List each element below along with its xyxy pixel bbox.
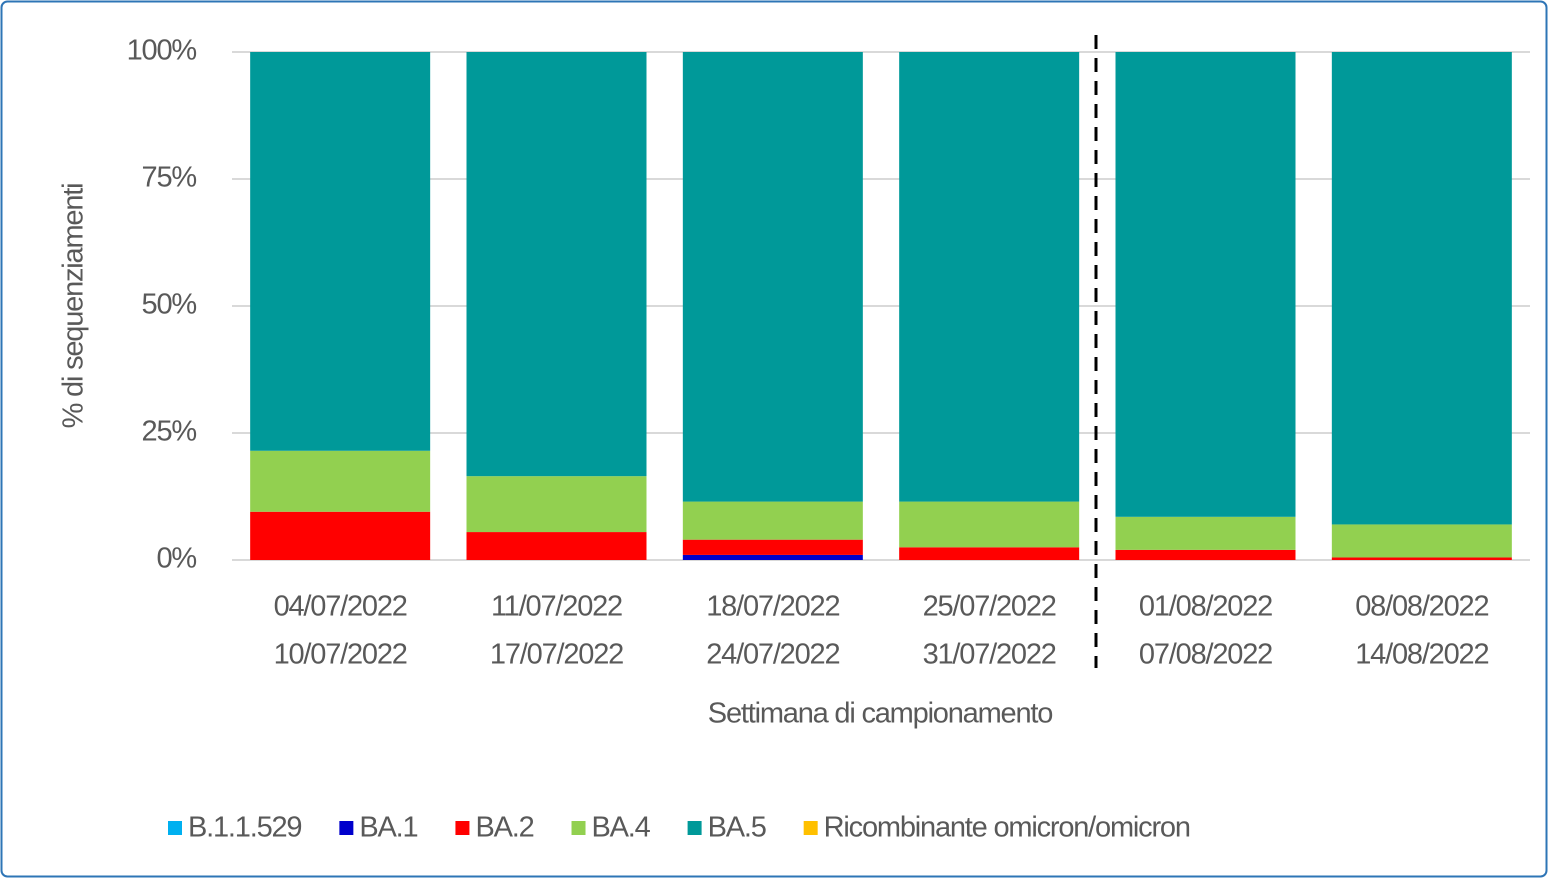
x-tick-label: 01/08/2022 xyxy=(1139,591,1272,623)
bar-segment xyxy=(250,511,431,560)
y-tick-label: 0% xyxy=(156,543,196,575)
bar-segment xyxy=(466,532,647,560)
bar-segment xyxy=(682,554,863,560)
y-tick-label: 75% xyxy=(142,162,197,194)
legend-swatch xyxy=(687,821,702,835)
bar-segment xyxy=(682,52,863,502)
x-tick-label: 18/07/2022 xyxy=(706,591,839,623)
bar-segment xyxy=(899,501,1080,548)
legend: B.1.1.529 BA.1 BA.2 BA.4 BA.5 Ricombinante om… xyxy=(168,812,1191,844)
x-tick-label: 08/08/2022 xyxy=(1355,591,1488,623)
legend-label: BA.5 xyxy=(708,812,766,844)
x-tick-label: 25/07/2022 xyxy=(923,591,1056,623)
bar-segment xyxy=(682,539,863,555)
y-tick-label: 100% xyxy=(127,35,197,67)
legend-swatch xyxy=(803,821,818,835)
bar-segment xyxy=(899,52,1080,502)
x-tick-label: 17/07/2022 xyxy=(490,639,623,671)
y-axis-title: % di sequenziamenti xyxy=(58,184,90,429)
x-tick-label: 31/07/2022 xyxy=(923,639,1056,671)
legend-label: BA.4 xyxy=(592,812,651,844)
legend-label: BA.1 xyxy=(359,812,417,844)
legend-label: Ricombinante omicron/omicron xyxy=(824,812,1190,844)
x-tick-label: 10/07/2022 xyxy=(274,639,407,671)
x-tick-label: 04/07/2022 xyxy=(274,591,407,623)
bar-segment xyxy=(1331,524,1512,558)
y-tick-label: 25% xyxy=(142,416,197,448)
bar-segment xyxy=(1331,52,1512,525)
legend-swatch xyxy=(168,821,182,835)
x-tick-label: 07/08/2022 xyxy=(1139,639,1272,671)
x-axis-title: Settimana di campionamento xyxy=(708,698,1052,730)
legend-label: BA.2 xyxy=(475,812,533,844)
x-tick-label: 14/08/2022 xyxy=(1355,639,1488,671)
legend-swatch xyxy=(339,821,354,835)
x-tick-label: 11/07/2022 xyxy=(491,591,622,623)
legend-swatch xyxy=(455,821,470,835)
x-tick-label: 24/07/2022 xyxy=(706,639,839,671)
bar-segment xyxy=(1115,549,1296,560)
bar-segment xyxy=(682,501,863,540)
bar-segment xyxy=(1115,52,1296,517)
bar-segment xyxy=(1115,516,1296,550)
y-tick-label: 50% xyxy=(142,289,197,321)
bar-segment xyxy=(250,52,431,451)
bar-segment xyxy=(466,52,647,477)
bars xyxy=(250,52,1512,560)
legend-swatch xyxy=(571,821,586,835)
bar-segment xyxy=(1331,557,1512,560)
grid xyxy=(232,51,1530,561)
legend-label: B.1.1.529 xyxy=(188,812,301,844)
bar-segment xyxy=(466,476,647,533)
bar-segment xyxy=(250,450,431,512)
bar-segment xyxy=(899,547,1080,560)
